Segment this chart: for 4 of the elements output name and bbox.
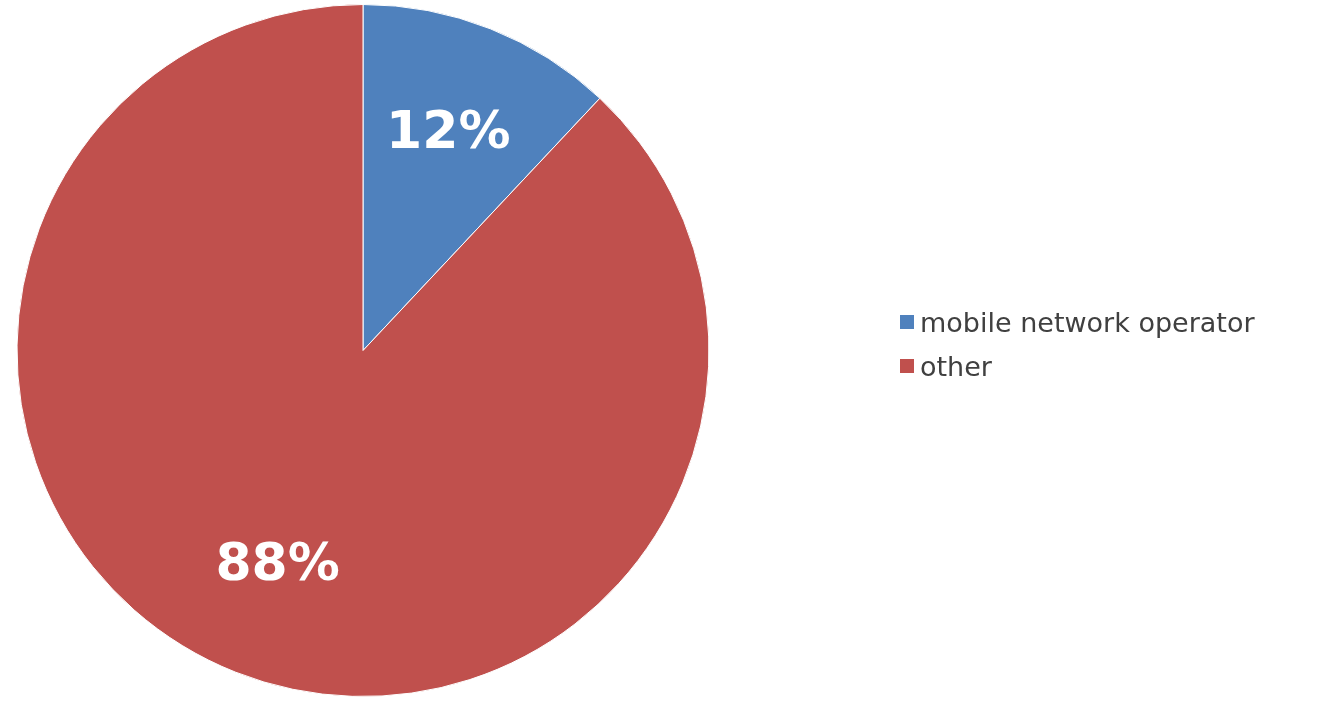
- data-label: 88%: [215, 531, 340, 592]
- data-label: 12%: [386, 100, 511, 161]
- legend-label: other: [920, 350, 992, 382]
- legend-label: mobile network operator: [920, 306, 1255, 338]
